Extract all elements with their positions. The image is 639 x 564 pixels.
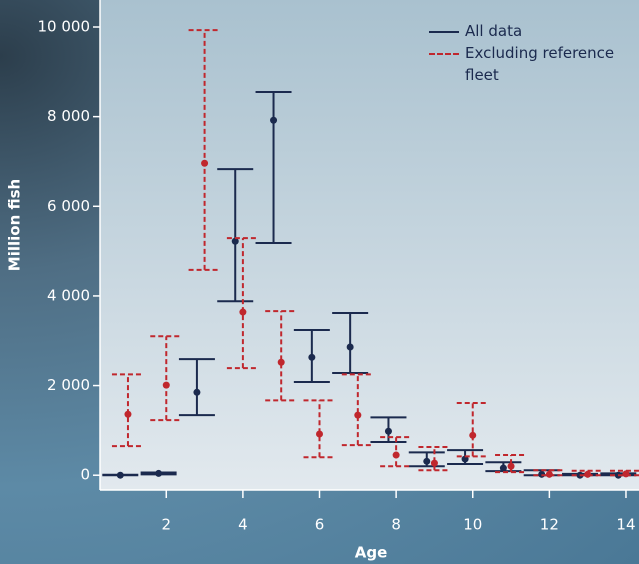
data-point (201, 160, 208, 167)
data-point (584, 471, 591, 478)
data-point (163, 382, 170, 389)
data-point (385, 428, 392, 435)
legend-swatch (429, 20, 459, 33)
data-point (354, 412, 361, 419)
legend-item: Excluding reference fleet (429, 42, 619, 86)
x-tick-label: 12 (540, 516, 559, 534)
data-point (347, 344, 354, 351)
x-tick-label: 14 (616, 516, 635, 534)
data-point (124, 411, 131, 418)
data-point (308, 354, 315, 361)
y-axis-title: Million fish (6, 179, 24, 271)
x-tick-label: 10 (463, 516, 482, 534)
page: Age Million fish 0 2 000 4 000 6 000 8 000 10… (0, 0, 639, 564)
data-point (117, 472, 124, 479)
y-tick-label: 6 000 (47, 197, 90, 215)
data-point (500, 465, 507, 472)
data-point (316, 430, 323, 437)
data-point (155, 470, 162, 477)
x-tick-label: 8 (391, 516, 401, 534)
legend-item: All data (429, 20, 619, 42)
y-tick-label: 2 000 (47, 376, 90, 394)
data-point (423, 458, 430, 465)
y-tick-label: 10 000 (38, 18, 91, 36)
y-tick-label: 8 000 (47, 107, 90, 125)
data-point (193, 389, 200, 396)
legend-swatch (429, 42, 459, 55)
data-point (622, 470, 629, 477)
data-point (508, 463, 515, 470)
x-tick-label: 4 (238, 516, 248, 534)
x-axis-title: Age (355, 544, 388, 562)
x-tick-label: 6 (315, 516, 325, 534)
y-tick-label: 0 (80, 466, 90, 484)
data-point (431, 460, 438, 467)
data-point (278, 359, 285, 366)
data-point (393, 452, 400, 459)
x-tick-label: 2 (162, 516, 172, 534)
data-point (469, 432, 476, 439)
legend-label: Excluding reference fleet (465, 42, 619, 86)
legend-label: All data (465, 20, 522, 42)
data-point (270, 117, 277, 124)
data-point (546, 471, 553, 478)
data-point (239, 309, 246, 316)
y-tick-label: 4 000 (47, 286, 90, 304)
